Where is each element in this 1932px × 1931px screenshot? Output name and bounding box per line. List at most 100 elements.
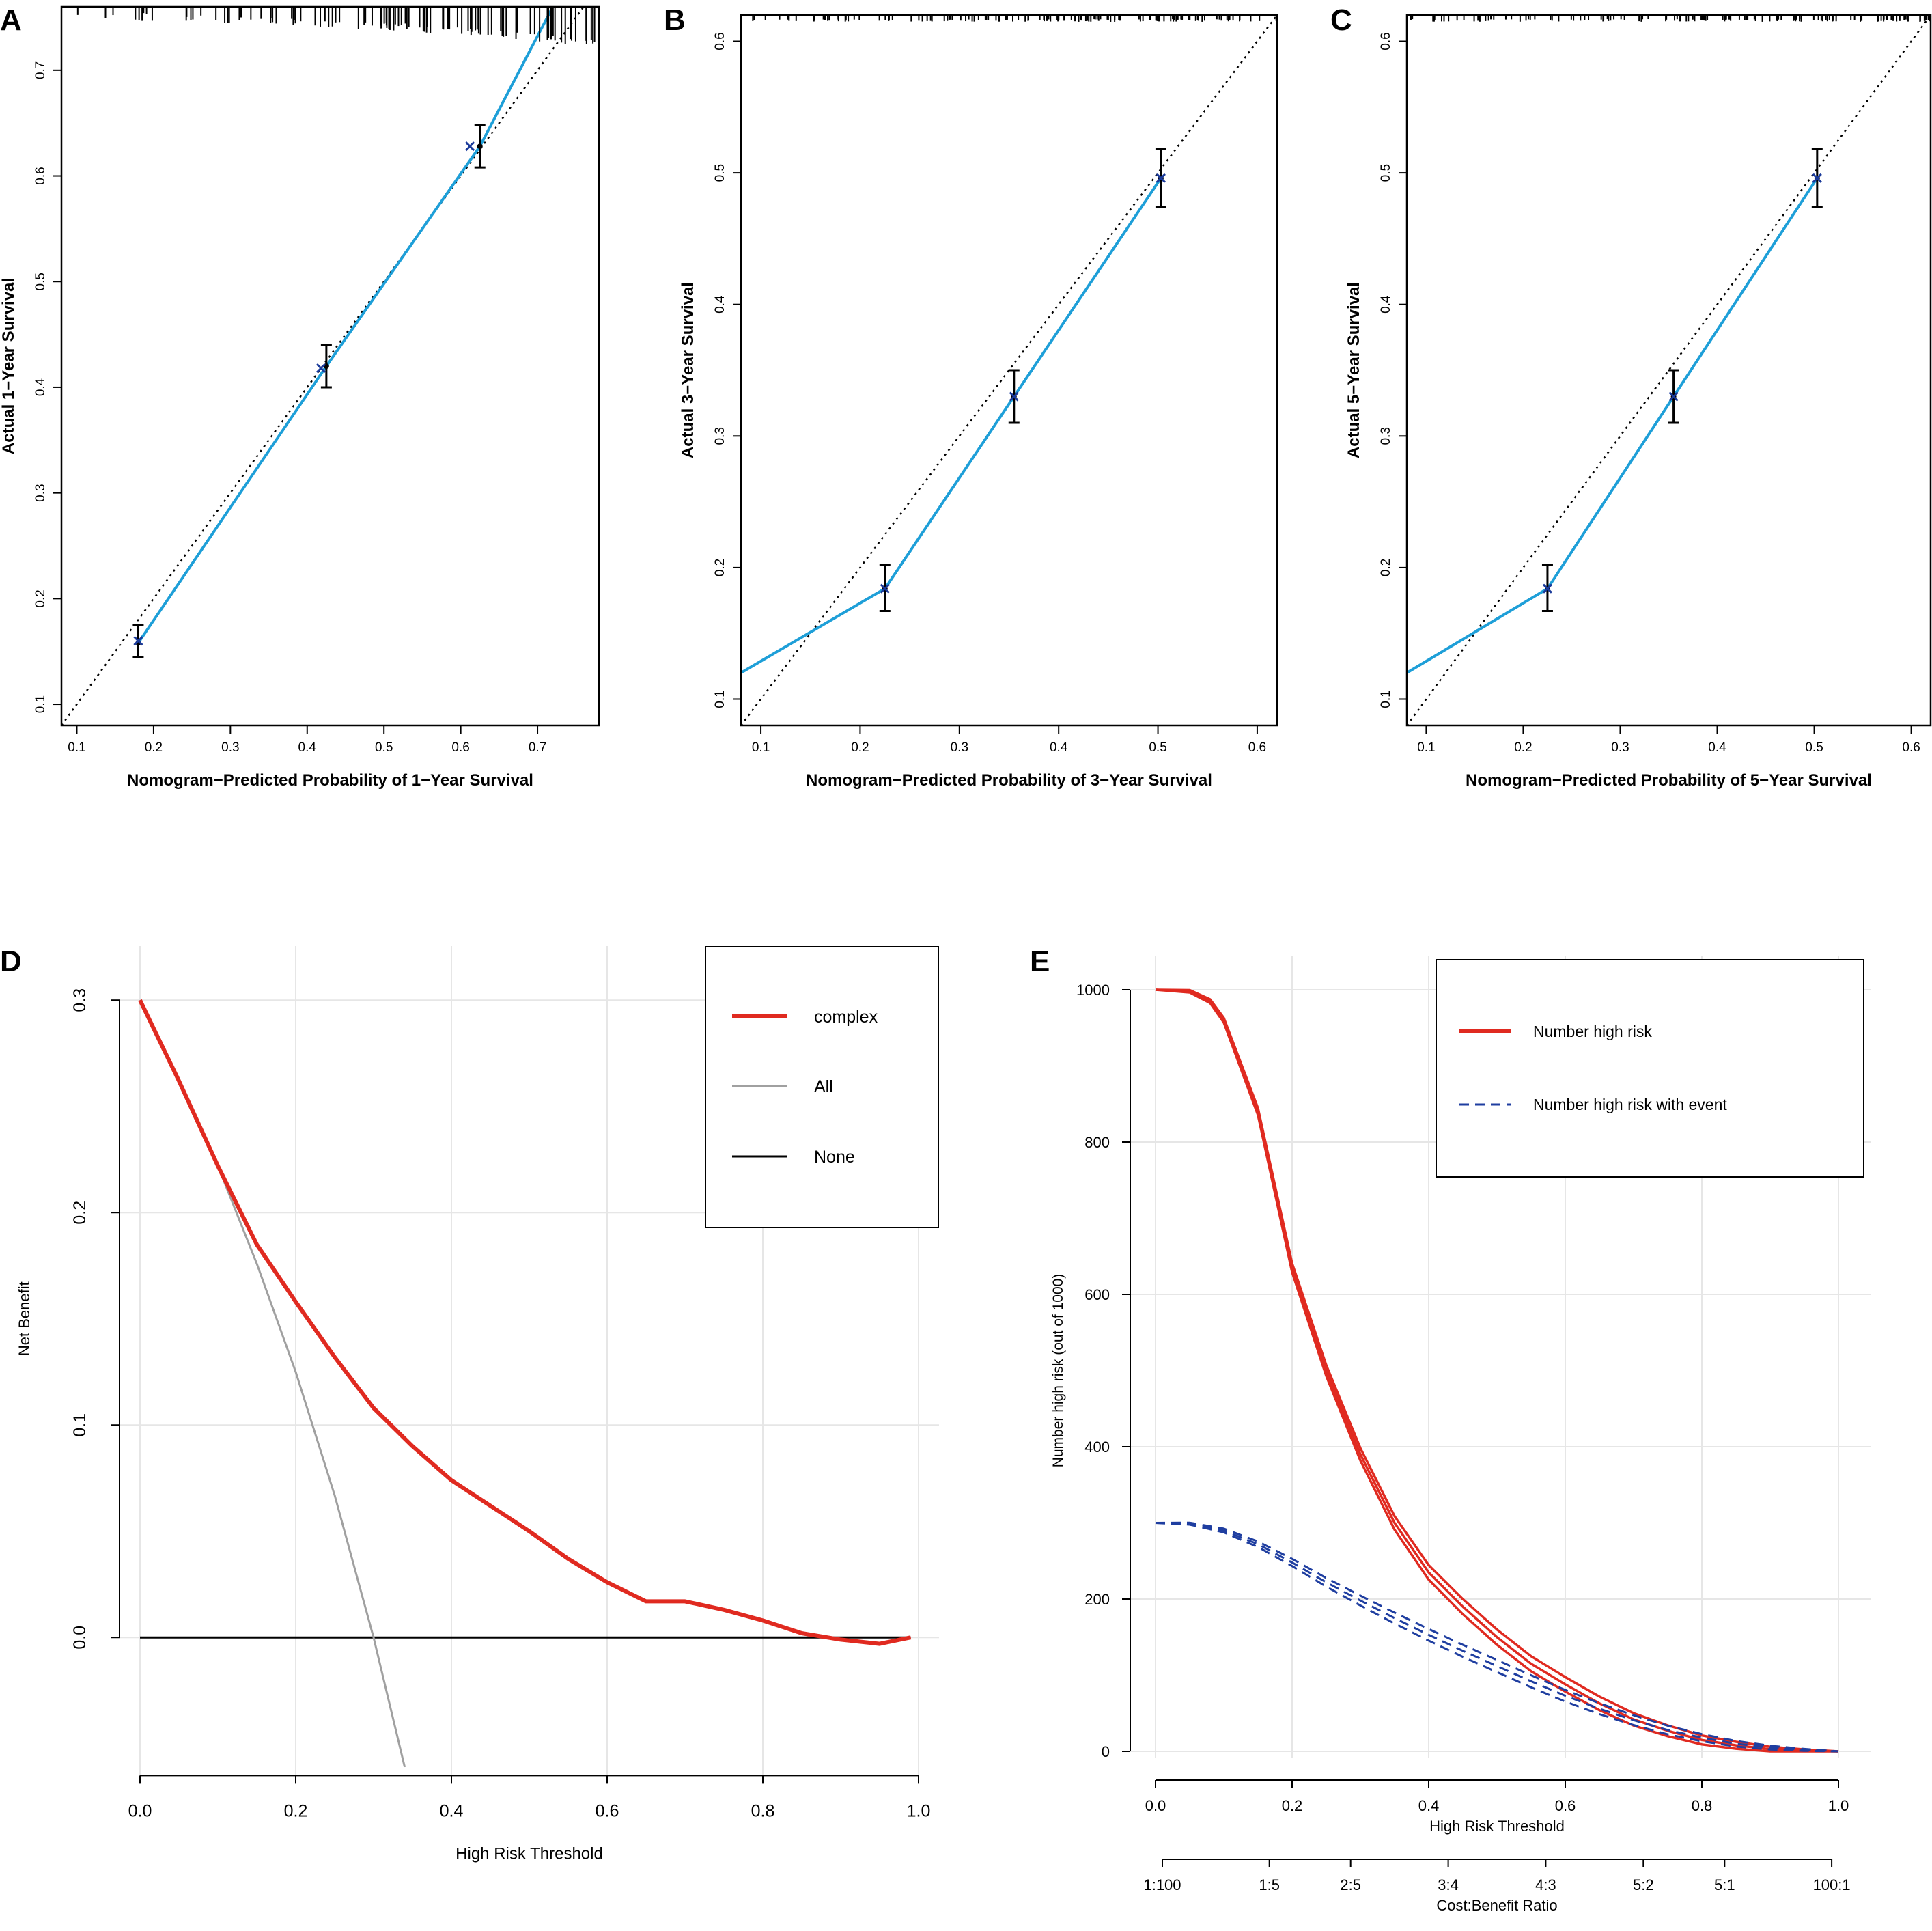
x-tick-label: 0.4 [1418, 1797, 1440, 1814]
legend-d-all-label: All [814, 1077, 833, 1096]
calibration-plot-c: 0.1 0.2 0.3 0.4 0.5 0.6 0.1 0.2 0.3 0.4 0.5 0.6 Nomo… [1345, 14, 1932, 790]
panel-label-e: E [1030, 945, 1050, 978]
x-tick-label: 1.0 [907, 1801, 931, 1820]
cost-benefit-tick-label: 5:1 [1714, 1876, 1735, 1893]
y-tick-label-a: 0.2 [33, 589, 48, 607]
calibration-plot-b: 0.1 0.2 0.3 0.4 0.5 0.6 0.1 0.2 0.3 0.4 0.5 0.6 Nomo… [679, 14, 1278, 790]
series-line-all [139, 999, 406, 1768]
y-axis-title-c: Actual 5−Year Survival [1345, 282, 1363, 458]
y-tick-label: 400 [1084, 1439, 1110, 1456]
raw-point-marker-a [316, 363, 326, 374]
x-tick-label-b: 0.5 [1149, 740, 1166, 755]
y-tick-label-a: 0.5 [33, 273, 48, 290]
x-tick-label-a: 0.1 [68, 740, 85, 755]
event-series-line [1155, 1522, 1839, 1753]
x-tick-label-a: 0.4 [298, 740, 317, 755]
raw-point-marker-b [880, 583, 890, 594]
panel-label-b: B [664, 3, 686, 37]
plot-frame-a [60, 5, 600, 727]
panel-label-a: A [0, 3, 22, 37]
y-tick-label-c: 0.5 [1379, 164, 1393, 182]
x-tick-label-c: 0.5 [1805, 740, 1823, 755]
legend-e-box [1436, 959, 1864, 1178]
x-tick-label-b: 0.4 [1050, 740, 1068, 755]
y-tick-label: 0.2 [70, 1201, 89, 1225]
x-tick-label-c: 0.3 [1611, 740, 1629, 755]
x-axis-title-a: Nomogram−Predicted Probability of 1−Year… [127, 771, 533, 790]
risk-series-line [1155, 988, 1839, 1753]
y-tick-label-b: 0.3 [713, 427, 727, 445]
plot-frame-c [1405, 14, 1932, 727]
y-tick-label-a: 0.1 [33, 695, 48, 713]
panel-label-d: D [0, 945, 22, 978]
y-tick-label-b: 0.5 [713, 164, 727, 182]
x-axis-title-b: Nomogram−Predicted Probability of 3−Year… [806, 771, 1212, 790]
cost-benefit-tick-label: 4:3 [1535, 1876, 1556, 1893]
raw-point-marker-a [465, 141, 475, 152]
cost-benefit-axis-title: Cost:Benefit Ratio [1436, 1897, 1557, 1914]
x-tick-label-b: 0.1 [752, 740, 770, 755]
x-tick-label-a: 0.3 [221, 740, 239, 755]
x-tick-label-a: 0.6 [451, 740, 469, 755]
legend-e-risk-label: Number high risk [1533, 1023, 1652, 1040]
y-tick-label: 0.0 [70, 1626, 89, 1650]
x-axis-title: High Risk Threshold [1429, 1818, 1565, 1835]
y-tick-label: 1000 [1076, 982, 1110, 999]
x-tick-label: 0.4 [440, 1801, 464, 1820]
event-series-line [1155, 1521, 1839, 1753]
x-tick-label-a: 0.5 [375, 740, 393, 755]
x-axis-title: High Risk Threshold [456, 1844, 603, 1863]
reference-line-b [741, 15, 1277, 725]
rug-marks-c [1410, 15, 1930, 22]
x-tick-label-c: 0.4 [1708, 740, 1726, 755]
x-tick-label-b: 0.3 [951, 740, 968, 755]
cost-benefit-tick-label: 2:5 [1340, 1876, 1361, 1893]
y-tick-label-b: 0.4 [713, 295, 727, 314]
y-axis-title-a: Actual 1−Year Survival [0, 278, 18, 454]
y-tick-label: 0 [1102, 1743, 1110, 1760]
legend-d-none-label: None [814, 1148, 855, 1167]
y-tick-label-a: 0.7 [33, 61, 48, 79]
x-tick-label: 0.8 [751, 1801, 775, 1820]
x-tick-label: 0.2 [1282, 1797, 1303, 1814]
cost-benefit-tick-label: 3:4 [1438, 1876, 1459, 1893]
x-tick-label: 0.0 [128, 1801, 152, 1820]
cost-benefit-tick-label: 100:1 [1813, 1876, 1851, 1893]
cost-benefit-tick-label: 1:5 [1259, 1876, 1280, 1893]
x-tick-label: 0.0 [1145, 1797, 1166, 1814]
legend-d-complex-label: complex [814, 1008, 878, 1027]
raw-point-marker-b [1009, 391, 1019, 402]
y-axis-title: Net Benefit [16, 1281, 33, 1356]
x-axis-title-c: Nomogram−Predicted Probability of 5−Year… [1466, 771, 1872, 790]
calibration-line-a [137, 7, 555, 644]
raw-point-marker-a [133, 636, 143, 646]
calibration-plot-a: 0.1 0.2 0.3 0.4 0.5 0.6 0.7 0.1 0.2 0.3 0.4 0.5 0.6 0… [0, 5, 600, 790]
y-tick-label-c: 0.2 [1379, 559, 1393, 576]
legend-e-event-label: Number high risk with event [1533, 1096, 1727, 1113]
y-tick-label-c: 0.4 [1379, 295, 1393, 314]
x-tick-label-a: 0.7 [529, 740, 546, 755]
y-tick-label: 200 [1084, 1591, 1110, 1608]
event-series-line [1155, 1522, 1839, 1753]
y-tick-label: 0.3 [70, 988, 89, 1012]
x-tick-label-b: 0.6 [1248, 740, 1266, 755]
y-tick-label: 600 [1084, 1286, 1110, 1303]
plot-frame-b [740, 14, 1278, 727]
cost-benefit-tick-label: 5:2 [1633, 1876, 1654, 1893]
legend-e: Number high risk Number high risk with e… [1436, 959, 1864, 1178]
y-tick-label-c: 0.1 [1379, 690, 1393, 708]
y-tick-label-c: 0.6 [1379, 32, 1393, 50]
raw-point-marker-c [1812, 173, 1822, 183]
calibration-point-a [477, 143, 483, 150]
x-tick-label: 0.8 [1692, 1797, 1713, 1814]
x-tick-label: 1.0 [1828, 1797, 1849, 1814]
calibration-line-b [741, 177, 1162, 674]
raw-point-marker-c [1542, 583, 1553, 594]
y-tick-label: 800 [1084, 1134, 1110, 1151]
y-tick-label-b: 0.1 [713, 690, 727, 708]
y-tick-label-b: 0.2 [713, 559, 727, 576]
calibration-line-c [1407, 177, 1819, 674]
rug-marks-a [76, 7, 599, 44]
y-axis-title: Number high risk (out of 1000) [1050, 1274, 1066, 1468]
panel-label-c: C [1330, 3, 1352, 37]
